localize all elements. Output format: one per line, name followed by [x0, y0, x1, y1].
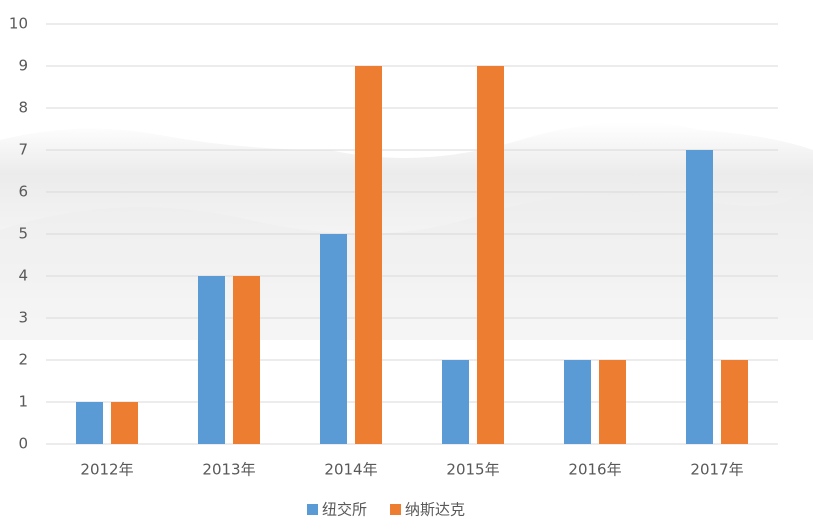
bar — [111, 402, 138, 444]
legend-label: 纽交所 — [322, 501, 367, 519]
legend-swatch — [307, 504, 318, 515]
x-tick-label: 2014年 — [324, 461, 377, 479]
bar — [442, 360, 469, 444]
bar — [76, 402, 103, 444]
x-tick-label: 2012年 — [80, 461, 133, 479]
x-tick-label: 2015年 — [446, 461, 499, 479]
y-tick-label: 8 — [18, 99, 28, 117]
legend-label: 纳斯达克 — [405, 501, 465, 519]
bar — [599, 360, 626, 444]
bar — [686, 150, 713, 444]
y-tick-label: 9 — [18, 57, 28, 75]
plot: 0 1 2 3 4 5 6 7 8 9 10 2012年 2013年 2014年 2015年 2016年 201… — [9, 15, 778, 519]
y-tick-label: 10 — [9, 15, 28, 33]
y-tick-label: 6 — [18, 183, 28, 201]
bar — [233, 276, 260, 444]
y-tick-label: 2 — [18, 351, 28, 369]
bar — [564, 360, 591, 444]
y-tick-label: 0 — [18, 435, 28, 453]
bar — [355, 66, 382, 444]
x-tick-label: 2013年 — [202, 461, 255, 479]
bar — [320, 234, 347, 444]
legend-swatch — [390, 504, 402, 515]
y-tick-label: 3 — [18, 309, 28, 327]
y-tick-label: 7 — [18, 141, 28, 159]
x-tick-label: 2017年 — [690, 461, 743, 479]
y-tick-label: 5 — [18, 225, 28, 243]
bar — [198, 276, 225, 444]
bar — [721, 360, 748, 444]
x-tick-label: 2016年 — [568, 461, 621, 479]
y-tick-label: 1 — [18, 393, 28, 411]
y-tick-label: 4 — [18, 267, 28, 285]
bar — [477, 66, 504, 444]
